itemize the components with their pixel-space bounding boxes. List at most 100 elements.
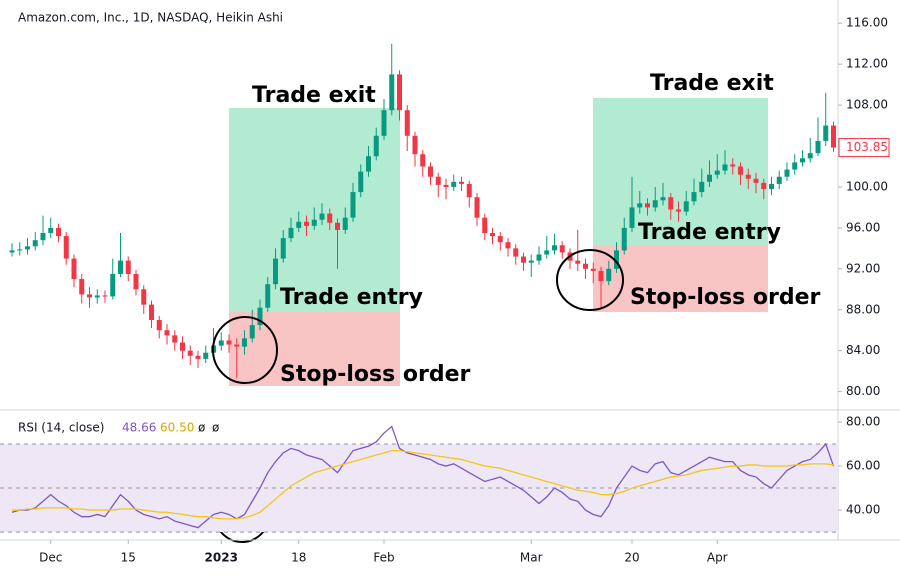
candle-body bbox=[257, 307, 263, 326]
candle-body bbox=[280, 238, 286, 259]
candle-body bbox=[79, 279, 85, 295]
candle-body bbox=[536, 254, 542, 261]
candle-body bbox=[451, 181, 457, 187]
candle-body bbox=[614, 250, 619, 269]
candle-body bbox=[141, 289, 147, 305]
rsi-setting: ø bbox=[212, 421, 219, 435]
candle-body bbox=[621, 227, 627, 251]
candle-body bbox=[443, 184, 449, 187]
annotation: Trade exit bbox=[650, 71, 774, 96]
candle-body bbox=[513, 248, 519, 257]
candle-body bbox=[273, 258, 278, 285]
candle-body bbox=[9, 250, 15, 253]
candle-body bbox=[32, 240, 38, 247]
rsi-value: 48.66 bbox=[122, 421, 156, 435]
candle-body bbox=[187, 350, 193, 356]
y-tick-label: 92.00 bbox=[846, 261, 880, 275]
candle-body bbox=[428, 166, 433, 177]
y-tick-label: 84.00 bbox=[846, 343, 880, 357]
candle-body bbox=[25, 246, 30, 250]
candle-body bbox=[575, 260, 581, 264]
candle-body bbox=[296, 221, 302, 228]
candle-body bbox=[404, 110, 410, 136]
candle-body bbox=[125, 260, 131, 274]
candle-body bbox=[784, 169, 790, 177]
candle-body bbox=[459, 181, 464, 184]
candle-body bbox=[335, 222, 340, 230]
candle-body bbox=[792, 162, 798, 170]
candle-body bbox=[722, 164, 728, 171]
rsi-setting: ø bbox=[198, 421, 205, 435]
candle-body bbox=[389, 74, 395, 111]
y-tick-label: 40.00 bbox=[846, 503, 880, 517]
candle-body bbox=[714, 170, 720, 175]
candle-body bbox=[823, 125, 829, 141]
x-tick-label: Dec bbox=[39, 551, 62, 565]
candle-body bbox=[466, 183, 472, 198]
candle-body bbox=[807, 153, 813, 159]
x-tick-label: 20 bbox=[624, 551, 639, 565]
candle-body bbox=[397, 74, 402, 111]
y-tick-label: 96.00 bbox=[846, 220, 880, 234]
y-tick-label: 88.00 bbox=[846, 302, 880, 316]
candle-body bbox=[583, 263, 588, 269]
candle-body bbox=[149, 304, 154, 320]
candle-body bbox=[242, 338, 247, 347]
candle-body bbox=[435, 176, 441, 185]
candle-body bbox=[490, 233, 495, 237]
candle-body bbox=[707, 174, 712, 182]
candle-body bbox=[327, 213, 333, 223]
candle-body bbox=[203, 352, 209, 359]
candle-body bbox=[56, 227, 61, 237]
candle-body bbox=[815, 140, 821, 154]
candle-body bbox=[358, 171, 364, 193]
y-tick-label: 112.00 bbox=[846, 57, 888, 71]
y-tick-label: 60.00 bbox=[846, 459, 880, 473]
annotation: Stop-loss order bbox=[630, 285, 820, 310]
rsi-title: RSI (14, close) bbox=[18, 421, 104, 435]
y-tick-label: 100.00 bbox=[846, 179, 888, 193]
candle-body bbox=[668, 197, 674, 210]
candle-body bbox=[637, 203, 643, 208]
candle-body bbox=[94, 295, 100, 298]
candle-body bbox=[598, 270, 604, 282]
candle-body bbox=[319, 213, 325, 220]
highlight-circle bbox=[212, 316, 278, 384]
candle-body bbox=[234, 344, 240, 347]
candle-body bbox=[156, 319, 162, 331]
candle-body bbox=[218, 340, 224, 346]
candle-body bbox=[482, 217, 488, 234]
candle-body bbox=[505, 242, 511, 249]
candle-body bbox=[102, 295, 108, 297]
candle-body bbox=[71, 258, 77, 280]
candle-body bbox=[606, 268, 612, 282]
candle-body bbox=[172, 335, 178, 343]
candle-body bbox=[559, 245, 565, 253]
candle-body bbox=[265, 284, 271, 308]
candle-body bbox=[381, 110, 387, 136]
y-tick-label: 108.00 bbox=[846, 98, 888, 112]
price-tag bbox=[838, 138, 890, 158]
candle-body bbox=[800, 158, 805, 163]
candle-body bbox=[497, 236, 503, 243]
candle-body bbox=[87, 294, 92, 298]
candle-body bbox=[629, 207, 635, 228]
candle-body bbox=[110, 273, 116, 297]
candle-body bbox=[63, 236, 69, 259]
candle-body bbox=[350, 192, 356, 218]
candle-body bbox=[48, 227, 54, 234]
candle-body bbox=[420, 154, 426, 167]
candle-body bbox=[226, 340, 232, 345]
candle-body bbox=[544, 250, 550, 255]
candle-body bbox=[699, 181, 705, 193]
candle-body bbox=[304, 221, 309, 226]
candle-body bbox=[761, 182, 767, 190]
candle-body bbox=[528, 260, 534, 263]
y-tick-label: 80.00 bbox=[846, 384, 880, 398]
candle-body bbox=[652, 200, 658, 208]
candle-body bbox=[412, 135, 418, 155]
rsi-line bbox=[12, 449, 834, 520]
candle-body bbox=[645, 203, 650, 208]
candle-body bbox=[738, 166, 743, 175]
highlight-circle bbox=[556, 249, 624, 311]
